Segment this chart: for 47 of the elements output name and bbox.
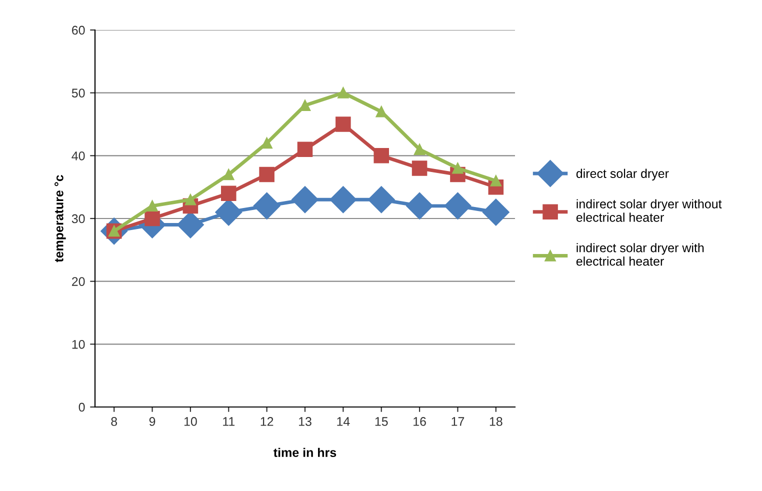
x-tick-label: 15 — [375, 417, 388, 426]
point — [336, 116, 351, 132]
point — [414, 144, 426, 155]
point — [184, 194, 196, 206]
point — [368, 186, 395, 214]
x-tick-label: 16 — [414, 417, 426, 426]
point — [338, 87, 349, 98]
point — [144, 210, 160, 226]
point — [261, 138, 272, 149]
x-tick-label: 18 — [490, 417, 502, 426]
x-tick-label: 11 — [223, 417, 235, 426]
y-tick-label: 20 — [72, 277, 85, 286]
point — [146, 200, 158, 212]
point — [253, 192, 280, 220]
legend-label: direct solar dryer — [576, 168, 669, 180]
x-tick-label: 17 — [452, 417, 464, 426]
y-axis-title: temperature °c — [54, 175, 66, 262]
x-tick-label: 10 — [184, 417, 197, 426]
legend-label: indirect solar dryer without electrical heater — [576, 199, 722, 222]
y-tick-label: 10 — [72, 340, 85, 349]
point — [223, 168, 234, 180]
y-tick-label: 30 — [72, 214, 85, 224]
point — [220, 186, 236, 202]
y-tick-label: 60 — [72, 26, 85, 35]
point — [452, 162, 464, 174]
point — [376, 106, 387, 118]
x-tick-label: 8 — [111, 417, 118, 426]
y-tick-label: 50 — [72, 88, 85, 98]
point — [259, 166, 274, 182]
x-tick-label: 14 — [337, 417, 350, 426]
y-tick-label: 0 — [78, 402, 85, 412]
point — [297, 142, 313, 158]
x-tick-label: 9 — [149, 417, 156, 426]
point — [292, 186, 318, 214]
point — [490, 175, 502, 186]
point — [299, 100, 311, 111]
x-tick-label: 12 — [260, 417, 274, 426]
x-axis-title: time in hrs — [274, 448, 336, 457]
point — [482, 198, 510, 226]
x-tick-label: 13 — [299, 417, 312, 426]
point — [412, 160, 428, 176]
legend-label: indirect solar dryer with electrical heater — [576, 243, 704, 266]
y-tick-label: 40 — [72, 151, 85, 160]
point — [330, 186, 357, 214]
point — [406, 192, 434, 220]
point — [374, 148, 390, 164]
point — [444, 192, 472, 220]
